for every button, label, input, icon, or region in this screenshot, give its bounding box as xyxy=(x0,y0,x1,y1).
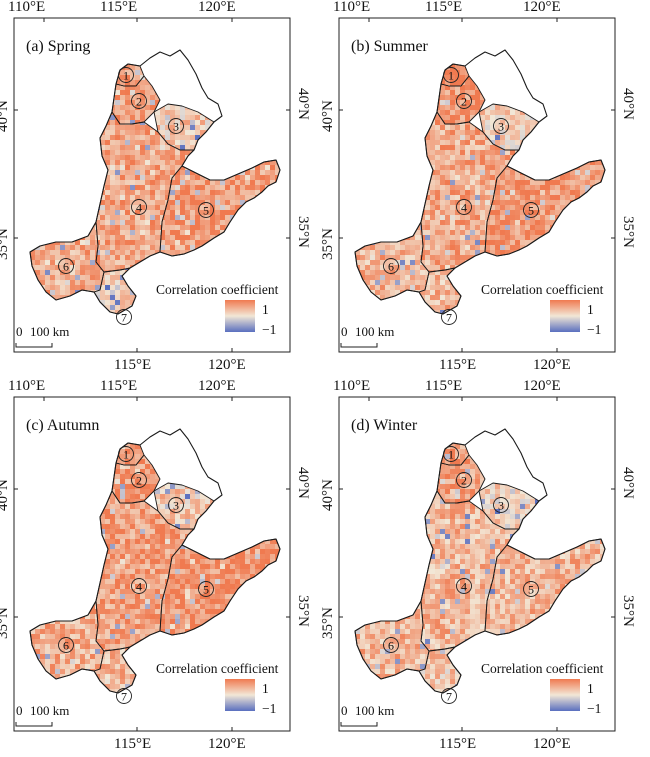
longitude-label: 110°E xyxy=(333,0,370,15)
longitude-label: 110°E xyxy=(333,379,370,394)
longitude-label: 110°E xyxy=(8,379,45,394)
scale-bar-distance: 100 km xyxy=(30,324,69,340)
longitude-label: 110°E xyxy=(8,0,45,15)
scale-bar-zero: 0 xyxy=(341,324,348,340)
latitude-label: 35°N xyxy=(295,216,310,248)
longitude-label: 120°E xyxy=(198,0,236,15)
map-panel-summer: 1 2 3 4 5 6 7 (b) Summer 110°E 115°E 120°E 115°E 120… xyxy=(325,0,650,378)
panel-title: (d) Winter xyxy=(351,417,417,435)
panel-title: (b) Summer xyxy=(351,38,428,56)
legend-min-label: −1 xyxy=(587,322,601,338)
longitude-label: 115°E xyxy=(425,379,462,394)
legend-title: Correlation coefficient xyxy=(481,282,603,298)
longitude-label: 115°E xyxy=(439,358,476,373)
scale-bar xyxy=(341,722,377,726)
panel-title: (a) Spring xyxy=(26,38,90,56)
legend-title: Correlation coefficient xyxy=(156,661,278,677)
latitude-label: 35°N xyxy=(321,607,336,639)
legend-color-bar xyxy=(225,679,255,711)
legend-max-label: 1 xyxy=(587,681,594,697)
latitude-label: 35°N xyxy=(620,216,635,248)
legend-min-label: −1 xyxy=(262,322,276,338)
longitude-label: 115°E xyxy=(439,737,476,752)
legend-title: Correlation coefficient xyxy=(156,282,278,298)
latitude-label: 40°N xyxy=(0,479,11,511)
longitude-label: 120°E xyxy=(208,358,246,373)
legend-color-bar xyxy=(550,300,580,332)
region-marker: 7 xyxy=(117,689,132,704)
longitude-label: 120°E xyxy=(533,737,571,752)
latitude-label: 40°N xyxy=(295,88,310,120)
scale-bar-zero: 0 xyxy=(16,324,23,340)
legend-max-label: 1 xyxy=(587,302,594,318)
scale-bar-distance: 100 km xyxy=(355,703,394,719)
latitude-label: 40°N xyxy=(0,100,11,132)
map-panel-spring: 1 2 3 4 5 6 7 (a) Spring 110°E 115°E 120°E 115°E 120… xyxy=(0,0,325,378)
scale-bar-zero: 0 xyxy=(16,703,23,719)
panel-title: (c) Autumn xyxy=(26,417,99,435)
longitude-label: 115°E xyxy=(425,0,462,15)
legend-min-label: −1 xyxy=(587,701,601,717)
latitude-label: 40°N xyxy=(321,100,336,132)
map-panel-winter: 1 2 3 4 5 6 7 (d) Winter 110°E 115°E 120°E 115°E 120… xyxy=(325,379,650,757)
longitude-label: 115°E xyxy=(114,358,151,373)
latitude-label: 35°N xyxy=(321,228,336,260)
legend-max-label: 1 xyxy=(262,681,269,697)
longitude-label: 120°E xyxy=(533,358,571,373)
legend-min-label: −1 xyxy=(262,701,276,717)
latitude-label: 40°N xyxy=(321,479,336,511)
latitude-label: 35°N xyxy=(0,228,11,260)
legend-color-bar xyxy=(225,300,255,332)
latitude-label: 35°N xyxy=(620,595,635,627)
latitude-label: 40°N xyxy=(295,467,310,499)
scale-bar-distance: 100 km xyxy=(30,703,69,719)
region-marker: 7 xyxy=(117,310,132,325)
region-marker: 7 xyxy=(442,689,457,704)
latitude-label: 35°N xyxy=(295,595,310,627)
longitude-label: 115°E xyxy=(114,737,151,752)
scale-bar xyxy=(341,343,377,347)
legend-max-label: 1 xyxy=(262,302,269,318)
legend-title: Correlation coefficient xyxy=(481,661,603,677)
longitude-label: 120°E xyxy=(208,737,246,752)
latitude-label: 40°N xyxy=(620,467,635,499)
longitude-label: 115°E xyxy=(100,379,137,394)
map-panel-autumn: 1 2 3 4 5 6 7 (c) Autumn 110°E 115°E 120°E 115°E 120… xyxy=(0,379,325,757)
scale-bar xyxy=(16,722,52,726)
legend-color-bar xyxy=(550,679,580,711)
scale-bar-distance: 100 km xyxy=(355,324,394,340)
longitude-label: 120°E xyxy=(198,379,236,394)
scale-bar xyxy=(16,343,52,347)
region-marker: 7 xyxy=(442,310,457,325)
longitude-label: 115°E xyxy=(100,0,137,15)
longitude-label: 120°E xyxy=(523,379,561,394)
longitude-label: 120°E xyxy=(523,0,561,15)
latitude-label: 40°N xyxy=(620,88,635,120)
scale-bar-zero: 0 xyxy=(341,703,348,719)
latitude-label: 35°N xyxy=(0,607,11,639)
